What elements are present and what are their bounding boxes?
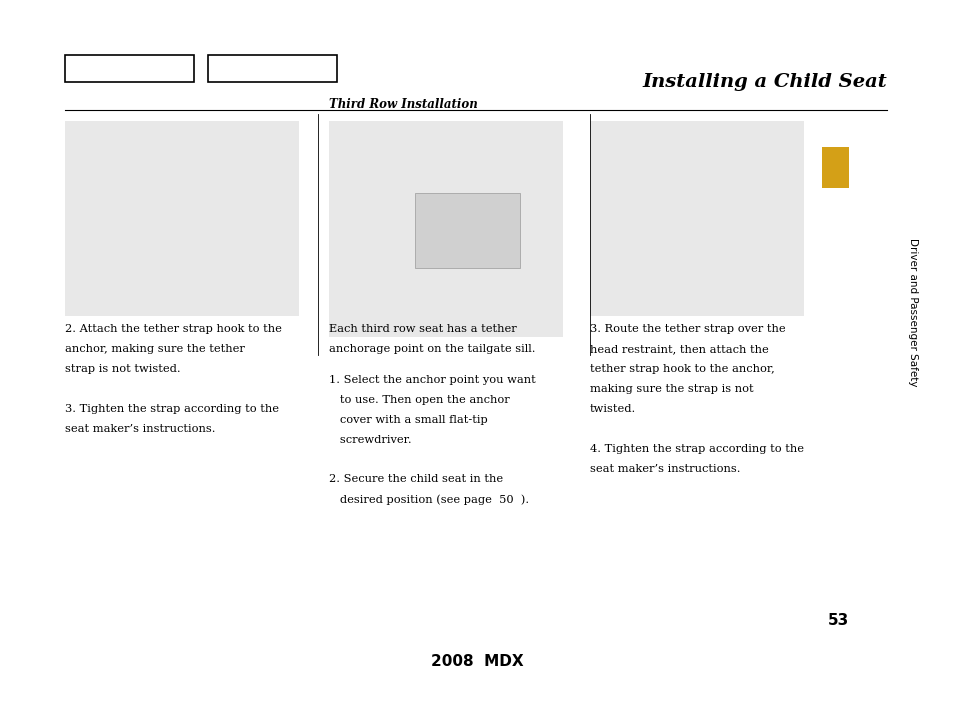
Text: desired position (see page  50  ).: desired position (see page 50 ). <box>329 494 529 505</box>
Bar <box>208 55 336 82</box>
Text: 1. Select the anchor point you want: 1. Select the anchor point you want <box>329 375 536 385</box>
Text: Third Row Installation: Third Row Installation <box>329 99 477 111</box>
Text: anchor, making sure the tether: anchor, making sure the tether <box>65 344 245 354</box>
Text: seat maker’s instructions.: seat maker’s instructions. <box>65 424 215 434</box>
Text: strap is not twisted.: strap is not twisted. <box>65 364 180 374</box>
Text: 3. Tighten the strap according to the: 3. Tighten the strap according to the <box>65 404 278 414</box>
Bar <box>415 193 519 268</box>
Text: making sure the strap is not: making sure the strap is not <box>589 384 753 394</box>
Text: 2. Attach the tether strap hook to the: 2. Attach the tether strap hook to the <box>65 324 281 334</box>
Bar <box>65 55 193 82</box>
Text: 53: 53 <box>827 613 848 628</box>
Text: 2008  MDX: 2008 MDX <box>430 654 523 669</box>
Text: tether strap hook to the anchor,: tether strap hook to the anchor, <box>589 364 774 374</box>
Text: to use. Then open the anchor: to use. Then open the anchor <box>329 395 509 405</box>
Text: Installing a Child Seat: Installing a Child Seat <box>641 73 886 91</box>
Text: Driver and Passenger Safety: Driver and Passenger Safety <box>907 238 917 387</box>
Text: 3. Route the tether strap over the: 3. Route the tether strap over the <box>589 324 784 334</box>
Text: 2. Secure the child seat in the: 2. Secure the child seat in the <box>329 474 503 484</box>
Bar <box>329 121 562 337</box>
Bar <box>65 121 298 316</box>
Text: seat maker’s instructions.: seat maker’s instructions. <box>589 464 740 474</box>
Text: twisted.: twisted. <box>589 404 635 414</box>
Text: anchorage point on the tailgate sill.: anchorage point on the tailgate sill. <box>329 344 535 354</box>
Text: 4. Tighten the strap according to the: 4. Tighten the strap according to the <box>589 444 802 454</box>
Bar <box>589 121 803 316</box>
Text: cover with a small flat-tip: cover with a small flat-tip <box>329 415 487 425</box>
Text: screwdriver.: screwdriver. <box>329 435 412 444</box>
Text: head restraint, then attach the: head restraint, then attach the <box>589 344 767 354</box>
Bar <box>821 147 848 188</box>
Text: Each third row seat has a tether: Each third row seat has a tether <box>329 324 517 334</box>
